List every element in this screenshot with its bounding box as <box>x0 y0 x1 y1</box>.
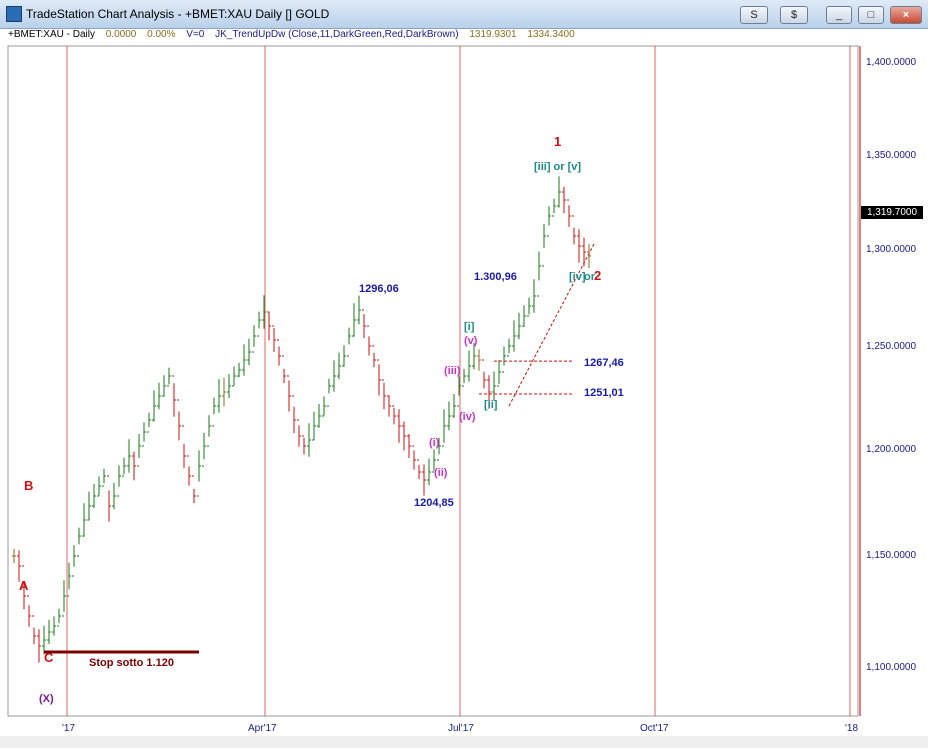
wave-annotation: [ii] <box>484 399 498 411</box>
wave-annotation: 2 <box>594 268 601 283</box>
wave-annotation: 1267,46 <box>584 357 624 369</box>
price-tick: 1,400.0000 <box>866 57 917 68</box>
wave-annotation: (i) <box>429 437 440 449</box>
wave-annotation: (iv) <box>459 411 476 423</box>
window-title: TradeStation Chart Analysis - +BMET:XAU … <box>26 7 330 21</box>
wave-annotation: (X) <box>39 693 54 705</box>
wave-annotation: 1251,01 <box>584 387 624 399</box>
title-bar: TradeStation Chart Analysis - +BMET:XAU … <box>0 0 928 29</box>
indicator-value-2: 1334.3400 <box>527 29 575 40</box>
price-tick: 1,300.0000 <box>866 244 917 255</box>
maximize-button[interactable]: □ <box>858 6 884 24</box>
month-tick: Apr'17 <box>248 723 277 734</box>
wave-annotation: (iii) <box>444 365 461 377</box>
symbol-label: +BMET:XAU - Daily <box>8 29 95 40</box>
month-tick: Jul'17 <box>448 723 474 734</box>
month-tick: '17 <box>62 723 76 734</box>
wave-annotation: A <box>19 578 29 593</box>
app-icon <box>6 6 22 22</box>
plot-frame <box>7 45 859 717</box>
wave-annotation: [iv] <box>569 271 586 283</box>
price-tick: 1,100.0000 <box>866 662 917 673</box>
price-tick: 1,200.0000 <box>866 444 917 455</box>
percent-value: 0.00% <box>147 29 176 40</box>
trend-line <box>508 243 595 407</box>
wave-annotation: (ii) <box>434 467 448 479</box>
price-tick: 1,350.0000 <box>866 150 917 161</box>
wave-annotation: Stop sotto 1.120 <box>89 657 174 669</box>
month-tick: Oct'17 <box>640 723 669 734</box>
wave-annotation: [i] <box>464 321 475 333</box>
price-button[interactable]: $ <box>780 6 808 24</box>
wave-annotation: (v) <box>464 335 478 347</box>
price-tick: 1,150.0000 <box>866 550 917 561</box>
indicator-value-1: 1319.9301 <box>469 29 517 40</box>
horizontal-scrollbar[interactable] <box>0 736 928 748</box>
change-value: 0.0000 <box>105 29 137 40</box>
wave-annotation: B <box>24 478 33 493</box>
wave-annotation: 1 <box>554 134 561 149</box>
volume-value: V=0 <box>186 29 205 40</box>
chart-header: +BMET:XAU - Daily 0.0000 0.00% V=0 JK_Tr… <box>0 29 860 43</box>
close-button[interactable]: × <box>890 6 922 24</box>
price-tick: 1,250.0000 <box>866 341 917 352</box>
wave-annotation: 1296,06 <box>359 283 399 295</box>
month-tick: '18 <box>845 723 859 734</box>
wave-annotation: C <box>44 650 54 665</box>
wave-annotation: or <box>584 271 596 283</box>
wave-annotation: 1204,85 <box>414 497 454 509</box>
minimize-button[interactable]: _ <box>826 6 852 24</box>
wave-annotation: [iii] or [v] <box>534 161 581 173</box>
last-price-badge: 1,319.7000 <box>861 206 923 219</box>
symbol-button[interactable]: S <box>740 6 768 24</box>
indicator-label: JK_TrendUpDw (Close,11,DarkGreen,Red,Dar… <box>215 29 459 40</box>
wave-annotation: 1.300,96 <box>474 271 517 283</box>
